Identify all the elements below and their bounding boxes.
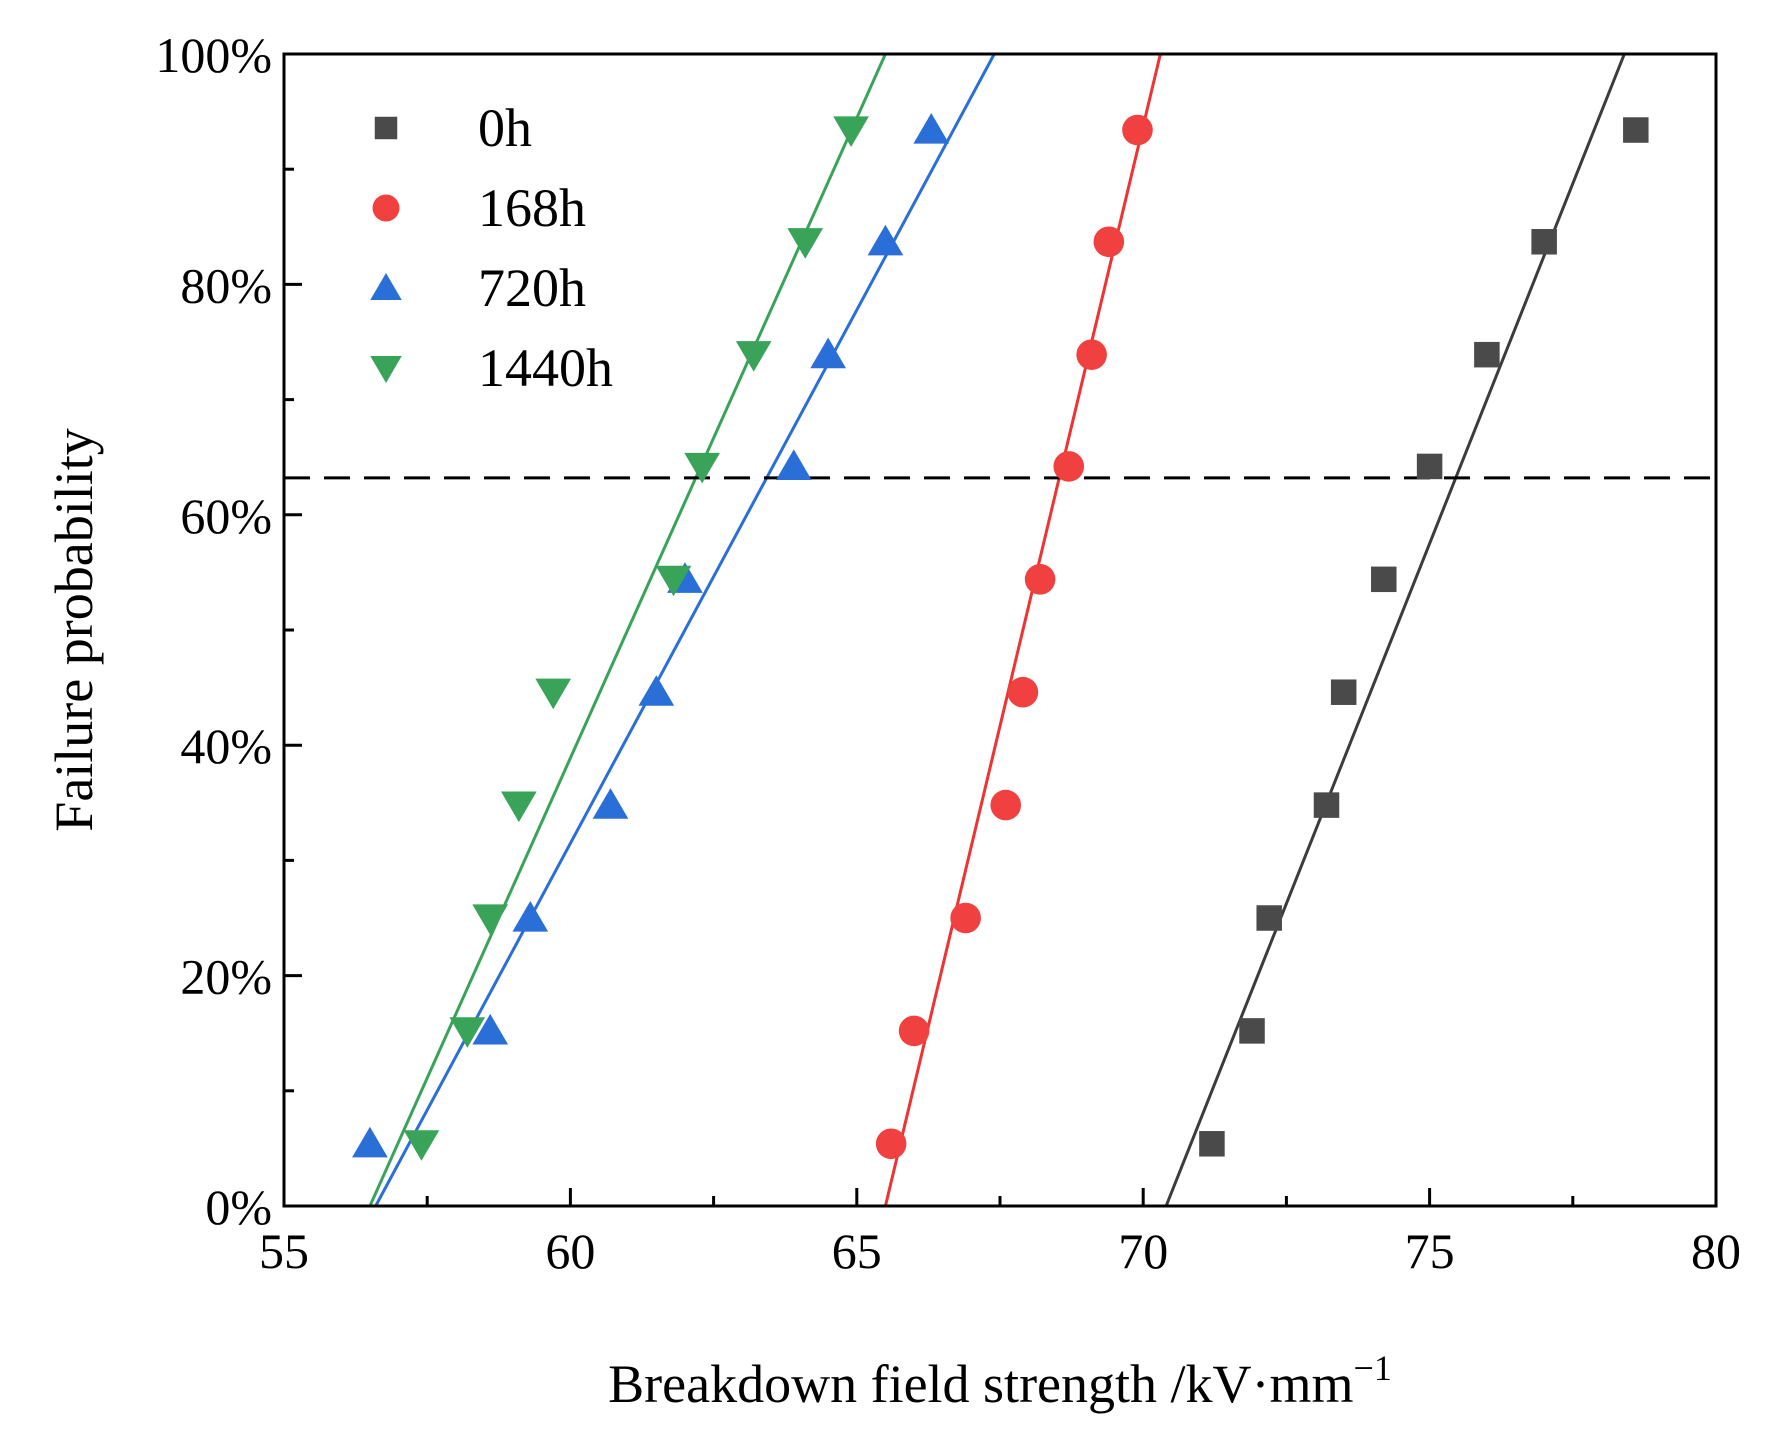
- data-point-0h: [1474, 341, 1500, 368]
- fit-line-0h: [1164, 53, 1626, 1207]
- y-tick-label: 100%: [155, 27, 272, 83]
- data-point-1440h: [735, 341, 772, 372]
- data-point-0h: [1313, 792, 1340, 818]
- y-tick-label: 20%: [180, 949, 272, 1005]
- legend-label-0h: 0h: [478, 98, 532, 158]
- data-point-1440h: [449, 1017, 486, 1048]
- data-point-168h: [1122, 114, 1153, 146]
- data-point-168h: [950, 902, 981, 934]
- y-tick-label: 0%: [205, 1179, 272, 1235]
- x-axis-title-superscript: −1: [1354, 1348, 1392, 1388]
- data-point-168h: [898, 1015, 930, 1047]
- data-point-720h: [638, 675, 675, 706]
- data-point-0h: [1199, 1131, 1225, 1157]
- data-point-1440h: [500, 791, 537, 823]
- data-point-720h: [472, 1013, 509, 1045]
- data-point-1440h: [787, 228, 824, 259]
- data-point-168h: [1076, 339, 1107, 370]
- legend-marker-720h: [370, 273, 402, 300]
- y-tick-label: 60%: [180, 488, 272, 544]
- data-point-0h: [1531, 229, 1557, 255]
- data-point-720h: [512, 901, 549, 932]
- data-point-168h: [990, 789, 1022, 821]
- legend-label-168h: 168h: [478, 178, 586, 238]
- data-point-0h: [1239, 1018, 1265, 1044]
- data-point-0h: [1371, 566, 1397, 593]
- data-point-1440h: [535, 678, 572, 710]
- fit-line-1440h: [368, 53, 887, 1207]
- data-point-0h: [1256, 905, 1282, 931]
- y-tick-label: 80%: [180, 257, 272, 313]
- y-tick-label: 40%: [180, 718, 272, 774]
- legend-marker-168h: [372, 194, 400, 222]
- data-point-168h: [1053, 451, 1085, 482]
- x-tick-label: 70: [1118, 1223, 1168, 1279]
- data-point-168h: [875, 1128, 907, 1160]
- y-axis-title: Failure probability: [44, 428, 104, 831]
- legend-label-1440h: 1440h: [478, 338, 613, 398]
- data-point-720h: [810, 337, 847, 369]
- data-point-720h: [592, 788, 629, 819]
- data-point-1440h: [655, 565, 692, 597]
- x-tick-label: 60: [545, 1223, 595, 1279]
- legend-marker-0h: [374, 116, 398, 140]
- data-point-0h: [1330, 679, 1357, 705]
- x-tick-label: 55: [259, 1223, 309, 1279]
- x-tick-label: 80: [1691, 1223, 1741, 1279]
- data-point-1440h: [833, 116, 869, 148]
- data-markers: [352, 113, 1649, 1161]
- data-point-720h: [867, 224, 904, 256]
- x-tick-label: 75: [1405, 1223, 1455, 1279]
- legend-marker-1440h: [370, 356, 402, 383]
- data-point-720h: [913, 113, 950, 144]
- legend: 0h 168h 720h 1440h: [370, 98, 613, 398]
- x-axis-title: Breakdown field strength /kV·mm−1: [608, 1348, 1392, 1414]
- x-tick-label: 65: [832, 1223, 882, 1279]
- axis-ticks: 55 60 65 70 75 80 0% 20% 40% 60% 80% 100%: [155, 27, 1741, 1279]
- data-point-0h: [1416, 453, 1443, 480]
- data-point-720h: [352, 1126, 388, 1158]
- data-point-168h: [1093, 226, 1125, 258]
- legend-label-720h: 720h: [478, 258, 586, 318]
- data-point-168h: [1024, 564, 1056, 595]
- data-point-1440h: [403, 1130, 440, 1161]
- data-point-720h: [775, 449, 812, 481]
- data-point-0h: [1623, 117, 1649, 143]
- x-axis-title-main: Breakdown field strength /kV·mm: [608, 1354, 1353, 1414]
- data-point-168h: [1007, 676, 1039, 708]
- data-point-1440h: [472, 904, 509, 935]
- data-point-1440h: [684, 452, 720, 484]
